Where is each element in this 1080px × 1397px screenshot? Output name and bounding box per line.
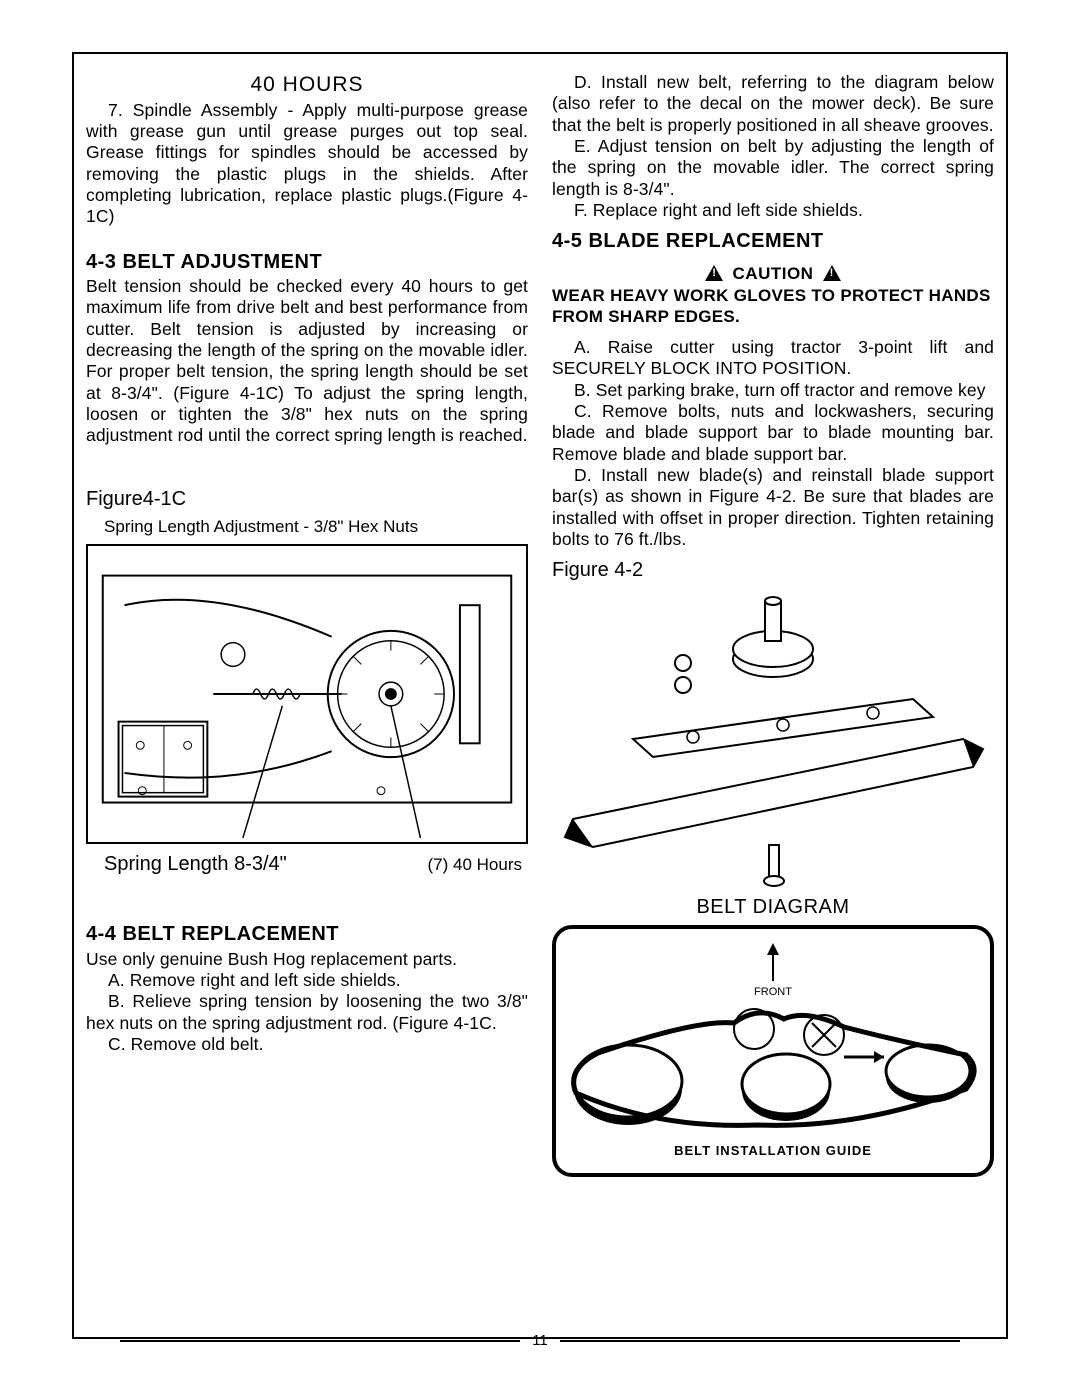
front-label-svg: FRONT bbox=[754, 986, 792, 998]
section-4-3-paragraph: Belt tension should be checked every 40 … bbox=[86, 276, 528, 447]
step-e-paragraph: E. Adjust tension on belt by adjusting t… bbox=[552, 136, 994, 200]
belt-diagram: FRONT bbox=[552, 925, 994, 1177]
two-column-layout: 40 HOURS 7. Spindle Assembly - Apply mul… bbox=[86, 72, 994, 1319]
hours-paragraph: 7. Spindle Assembly - Apply multi-purpos… bbox=[86, 100, 528, 228]
section-4-4-step-b: B. Relieve spring tension by loosening t… bbox=[86, 991, 528, 1034]
figure-4-2-label: Figure 4-2 bbox=[552, 558, 994, 582]
footer-rule-left bbox=[120, 1340, 520, 1342]
caution-text: WEAR HEAVY WORK GLOVES TO PROTECT HANDS … bbox=[552, 285, 994, 328]
footer-rule-right bbox=[560, 1340, 960, 1342]
section-4-3-heading: 4-3 BELT ADJUSTMENT bbox=[86, 250, 528, 274]
figure-4-1c-captions: Spring Length 8-3/4" (7) 40 Hours bbox=[86, 852, 528, 876]
forty-hours-caption: (7) 40 Hours bbox=[428, 855, 522, 876]
blade-assembly-svg bbox=[552, 589, 994, 889]
step-d-paragraph: D. Install new belt, referring to the di… bbox=[552, 72, 994, 136]
spring-length-caption: Spring Length 8-3/4" bbox=[104, 852, 287, 876]
step-f-paragraph: F. Replace right and left side shields. bbox=[552, 200, 994, 221]
warning-triangle-icon bbox=[705, 265, 723, 281]
section-4-4-line1: Use only genuine Bush Hog replacement pa… bbox=[86, 949, 528, 970]
spring-adjustment-diagram-svg bbox=[88, 546, 526, 842]
section-4-4-step-c: C. Remove old belt. bbox=[86, 1034, 528, 1055]
figure-4-1c-label: Figure4-1C bbox=[86, 487, 528, 511]
section-4-5-step-c: C. Remove bolts, nuts and lockwashers, s… bbox=[552, 401, 994, 465]
section-4-5-step-a: A. Raise cutter using tractor 3-point li… bbox=[552, 337, 994, 380]
warning-triangle-icon bbox=[823, 265, 841, 281]
caution-label: CAUTION bbox=[733, 264, 814, 283]
hours-heading: 40 HOURS bbox=[86, 72, 528, 98]
belt-installation-guide-label: BELT INSTALLATION GUIDE bbox=[556, 1143, 990, 1159]
figure-4-1c-subtitle: Spring Length Adjustment - 3/8" Hex Nuts bbox=[104, 517, 528, 538]
page-number: 11 bbox=[532, 1332, 548, 1349]
section-4-4-step-a: A. Remove right and left side shields. bbox=[86, 970, 528, 991]
section-4-5-heading: 4-5 BLADE REPLACEMENT bbox=[552, 229, 994, 253]
belt-diagram-heading: BELT DIAGRAM bbox=[552, 895, 994, 919]
page-footer: 11 bbox=[0, 1332, 1080, 1349]
section-4-4-heading: 4-4 BELT REPLACEMENT bbox=[86, 922, 528, 946]
section-4-5-step-d: D. Install new blade(s) and reinstall bl… bbox=[552, 465, 994, 550]
belt-routing-svg: FRONT bbox=[556, 929, 990, 1173]
manual-page: 40 HOURS 7. Spindle Assembly - Apply mul… bbox=[0, 0, 1080, 1397]
right-column: D. Install new belt, referring to the di… bbox=[552, 72, 994, 1319]
section-4-5-step-b: B. Set parking brake, turn off tractor a… bbox=[552, 380, 994, 401]
left-column: 40 HOURS 7. Spindle Assembly - Apply mul… bbox=[86, 72, 528, 1319]
caution-line: CAUTION bbox=[552, 264, 994, 285]
figure-4-1c-diagram bbox=[86, 544, 528, 844]
figure-4-2-diagram bbox=[552, 589, 994, 889]
